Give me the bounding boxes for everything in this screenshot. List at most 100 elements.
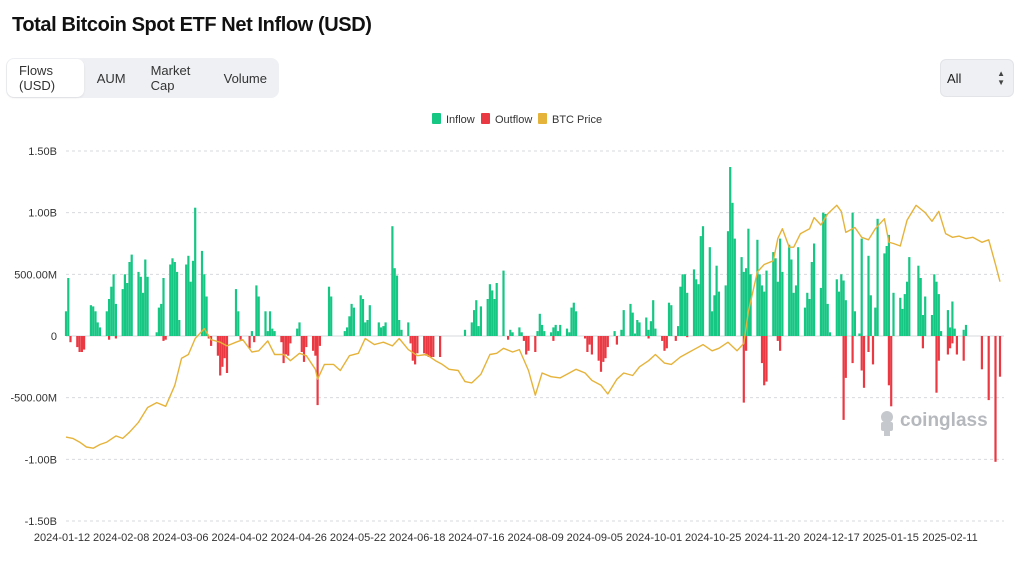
inflow-bar[interactable] [509, 329, 512, 336]
inflow-bar[interactable] [271, 328, 274, 336]
outflow-bar[interactable] [686, 336, 689, 338]
outflow-bar[interactable] [108, 336, 111, 340]
inflow-bar[interactable] [647, 329, 650, 336]
inflow-bar[interactable] [876, 218, 879, 336]
inflow-bar[interactable] [343, 331, 346, 336]
inflow-bar[interactable] [686, 292, 689, 336]
inflow-bar[interactable] [810, 262, 813, 336]
inflow-bar[interactable] [883, 253, 886, 336]
inflow-bar[interactable] [89, 305, 92, 336]
inflow-bar[interactable] [631, 312, 634, 336]
tab-volume[interactable]: Volume [223, 70, 267, 86]
inflow-bar[interactable] [368, 305, 371, 336]
inflow-bar[interactable] [860, 238, 863, 336]
inflow-bar[interactable] [296, 328, 299, 336]
outflow-bar[interactable] [314, 336, 317, 356]
inflow-bar[interactable] [892, 292, 895, 336]
inflow-bar[interactable] [237, 311, 240, 336]
inflow-bar[interactable] [633, 333, 637, 337]
inflow-bar[interactable] [273, 331, 276, 336]
inflow-bar[interactable] [964, 324, 968, 336]
outflow-bar[interactable] [763, 336, 766, 386]
outflow-bar[interactable] [937, 336, 940, 361]
inflow-bar[interactable] [844, 300, 847, 336]
outflow-bar[interactable] [114, 336, 117, 339]
inflow-bar[interactable] [565, 328, 569, 336]
inflow-bar[interactable] [391, 226, 394, 336]
inflow-bar[interactable] [189, 281, 192, 336]
inflow-bar[interactable] [919, 278, 922, 336]
inflow-bar[interactable] [92, 306, 95, 336]
inflow-bar[interactable] [327, 286, 331, 336]
outflow-bar[interactable] [282, 336, 285, 364]
inflow-bar[interactable] [171, 258, 174, 336]
inflow-bar[interactable] [169, 264, 172, 337]
outflow-bar[interactable] [164, 336, 167, 340]
inflow-bar[interactable] [380, 327, 383, 336]
inflow-bar[interactable] [268, 311, 272, 336]
inflow-bar[interactable] [837, 291, 841, 336]
inflow-bar[interactable] [382, 326, 385, 336]
outflow-bar[interactable] [414, 336, 417, 365]
inflow-bar[interactable] [701, 226, 705, 336]
outflow-bar[interactable] [860, 336, 863, 371]
inflow-bar[interactable] [114, 303, 117, 336]
outflow-bar[interactable] [980, 336, 983, 370]
inflow-bar[interactable] [541, 324, 544, 336]
inflow-bar[interactable] [173, 262, 176, 336]
inflow-bar[interactable] [681, 274, 684, 336]
outflow-bar[interactable] [615, 336, 618, 345]
inflow-bar[interactable] [348, 316, 351, 336]
outflow-bar[interactable] [248, 336, 251, 349]
inflow-bar[interactable] [756, 239, 759, 336]
inflow-bar[interactable] [538, 313, 541, 336]
inflow-bar[interactable] [887, 234, 890, 336]
inflow-bar[interactable] [191, 260, 195, 336]
inflow-bar[interactable] [749, 274, 752, 336]
inflow-bar[interactable] [255, 285, 258, 336]
tab-market-cap[interactable]: Market Cap [150, 63, 191, 93]
inflow-bar[interactable] [350, 303, 353, 336]
outflow-bar[interactable] [210, 336, 213, 346]
outflow-bar[interactable] [305, 336, 308, 348]
inflow-bar[interactable] [130, 254, 133, 336]
inflow-bar[interactable] [851, 212, 854, 336]
outflow-bar[interactable] [522, 336, 525, 341]
inflow-bar[interactable] [935, 281, 938, 336]
outflow-bar[interactable] [425, 336, 428, 356]
inflow-bar[interactable] [205, 296, 208, 337]
outflow-bar[interactable] [69, 336, 72, 343]
inflow-bar[interactable] [361, 299, 365, 336]
outflow-bar[interactable] [606, 336, 609, 348]
outflow-bar[interactable] [745, 336, 748, 351]
inflow-bar[interactable] [765, 270, 768, 336]
inflow-bar[interactable] [962, 329, 965, 336]
outflow-bar[interactable] [439, 336, 442, 357]
outflow-bar[interactable] [253, 336, 256, 343]
outflow-bar[interactable] [284, 336, 287, 355]
inflow-bar[interactable] [123, 274, 126, 336]
outflow-bar[interactable] [742, 336, 745, 403]
outflow-bar[interactable] [411, 336, 414, 361]
outflow-bar[interactable] [765, 336, 768, 382]
outflow-bar[interactable] [162, 336, 165, 341]
outflow-bar[interactable] [552, 336, 555, 341]
inflow-bar[interactable] [713, 295, 716, 336]
inflow-bar[interactable] [903, 294, 906, 336]
inflow-bar[interactable] [477, 326, 480, 336]
inflow-bar[interactable] [731, 202, 734, 336]
inflow-bar[interactable] [711, 311, 714, 336]
inflow-bar[interactable] [575, 311, 578, 336]
inflow-bar[interactable] [790, 259, 793, 337]
inflow-bar[interactable] [824, 213, 827, 336]
inflow-bar[interactable] [819, 287, 822, 336]
inflow-bar[interactable] [146, 276, 149, 336]
inflow-bar[interactable] [629, 303, 632, 336]
inflow-bar[interactable] [568, 332, 571, 336]
inflow-bar[interactable] [176, 271, 179, 336]
outflow-bar[interactable] [862, 336, 866, 388]
outflow-bar[interactable] [949, 336, 952, 349]
inflow-bar[interactable] [677, 326, 680, 336]
inflow-bar[interactable] [733, 238, 736, 336]
inflow-bar[interactable] [128, 262, 131, 336]
